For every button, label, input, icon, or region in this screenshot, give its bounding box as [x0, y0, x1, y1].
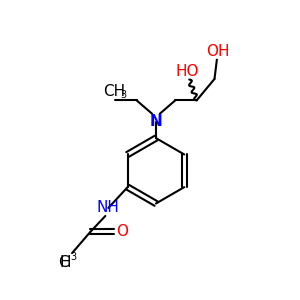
Text: C: C [58, 255, 69, 270]
Text: HO: HO [175, 64, 199, 79]
Text: NH: NH [97, 200, 120, 215]
Text: 3: 3 [121, 90, 127, 100]
Text: H: H [59, 255, 70, 270]
Text: O: O [117, 224, 129, 239]
Text: OH: OH [207, 44, 230, 59]
Text: N: N [150, 114, 162, 129]
Text: CH: CH [103, 84, 125, 99]
Text: 3: 3 [70, 252, 77, 262]
